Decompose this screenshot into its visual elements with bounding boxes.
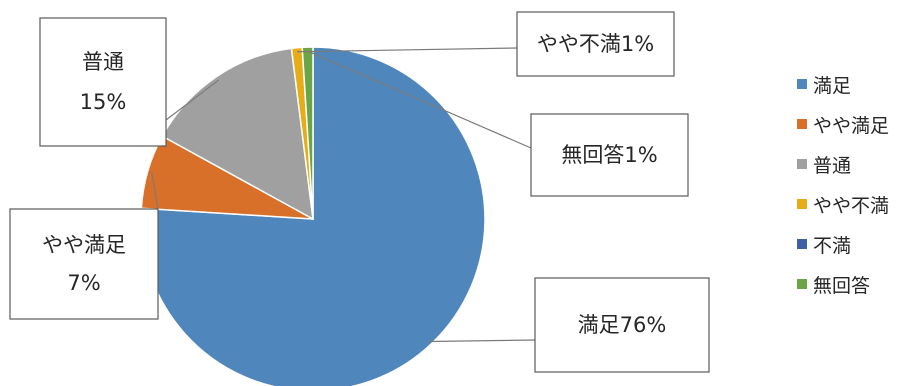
- data-label: やや満足: [42, 233, 126, 257]
- legend-swatch: [797, 159, 807, 169]
- legend-swatch: [797, 279, 807, 289]
- legend-label: やや満足: [813, 114, 890, 137]
- legend-label: 無回答: [813, 274, 871, 297]
- legend-label: 普通: [813, 154, 852, 177]
- callout-box: [9, 208, 159, 320]
- callout-somewhat-satisfied: やや満足 7%: [9, 208, 159, 320]
- leader-line-neutral: [165, 79, 219, 121]
- pie-slice-satisfied: [140, 46, 486, 386]
- leader-line-satisfied: [427, 339, 536, 343]
- pie-slice-neutral: [161, 47, 314, 221]
- callout-box: [39, 17, 167, 147]
- data-label-callouts: 満足76% やや満足 7% 普通 15% やや不満1% 無回答1%: [9, 11, 710, 373]
- callout-box: [516, 11, 675, 77]
- legend-label: 不満: [813, 234, 852, 257]
- legend-item-dissatisfied: 不満: [797, 224, 889, 264]
- legend-label: 満足: [813, 74, 852, 97]
- data-label: 普通: [82, 50, 124, 74]
- callout-box: [530, 113, 689, 197]
- callout-neutral: 普通 15%: [39, 17, 167, 147]
- callout-box: [534, 277, 710, 373]
- data-label: 無回答1%: [561, 143, 657, 167]
- leader-line-no-answer: [307, 50, 532, 149]
- legend-swatch: [797, 239, 807, 249]
- callout-leader-lines: [151, 47, 536, 343]
- chart-legend: 満足やや満足普通やや不満不満無回答: [797, 64, 889, 304]
- leader-line-somewhat-satisfied: [151, 172, 159, 210]
- data-label: 満足76%: [578, 313, 667, 337]
- pie-slices: [140, 46, 486, 386]
- legend-item-somewhat-dissatisfied: やや不満: [797, 184, 889, 224]
- legend-swatch: [797, 199, 807, 209]
- legend-label: やや不満: [813, 194, 890, 217]
- callout-no-answer: 無回答1%: [530, 113, 689, 197]
- data-label: 15%: [80, 90, 127, 114]
- callout-satisfied: 満足76%: [534, 277, 710, 373]
- legend-item-somewhat-satisfied: やや満足: [797, 104, 889, 144]
- pie-slice-no-answer: [301, 46, 314, 220]
- leader-line-somewhat-dissatisfied: [297, 47, 518, 53]
- legend-item-no-answer: 無回答: [797, 264, 889, 304]
- legend-item-satisfied: 満足: [797, 64, 889, 104]
- legend-swatch: [797, 119, 807, 129]
- legend-item-neutral: 普通: [797, 144, 889, 184]
- data-label: やや不満1%: [537, 32, 654, 56]
- legend-swatch: [797, 79, 807, 89]
- callout-somewhat-dissatisfied: やや不満1%: [516, 11, 675, 77]
- data-label: 7%: [67, 271, 100, 295]
